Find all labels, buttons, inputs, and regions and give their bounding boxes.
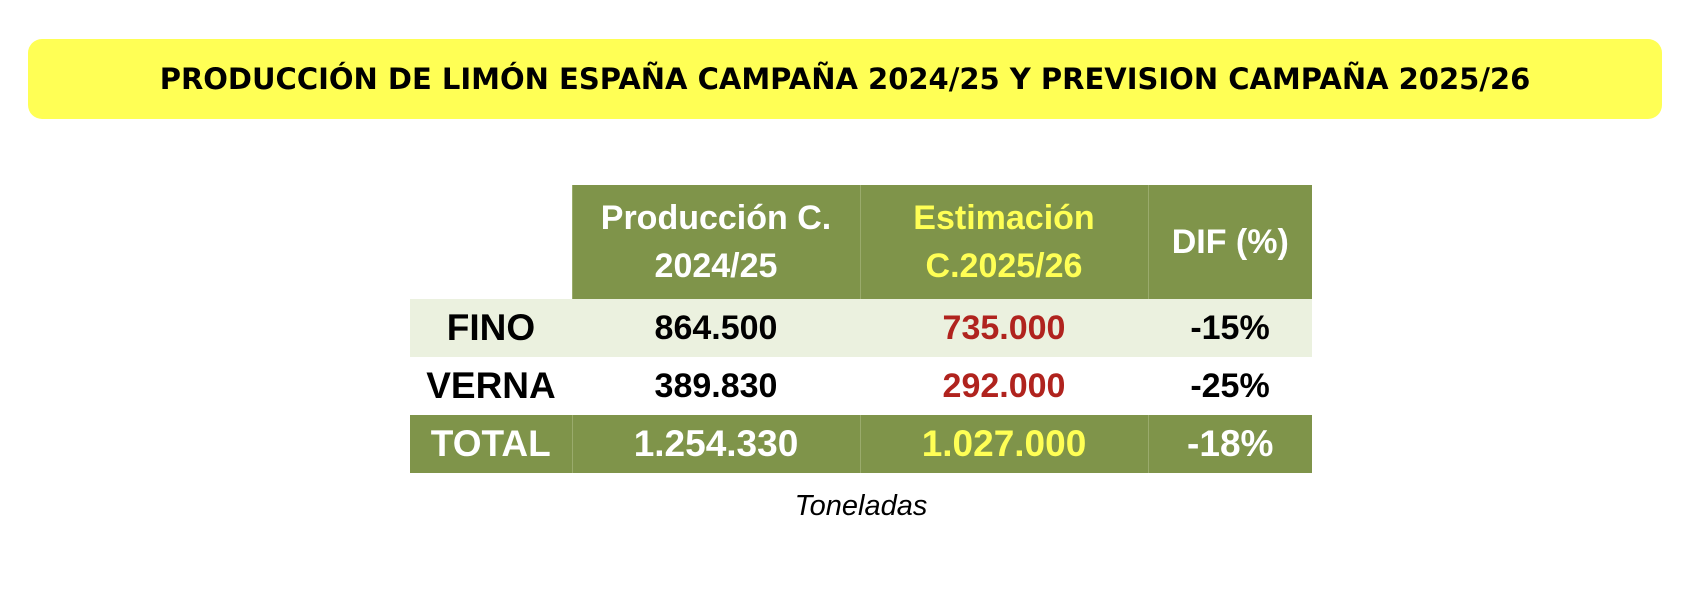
row-label-total: TOTAL	[410, 415, 572, 473]
header-production: Producción C. 2024/25	[571, 185, 860, 299]
page-title: PRODUCCIÓN DE LIMÓN ESPAÑA CAMPAÑA 2024/…	[159, 62, 1531, 96]
dif-value-verna: -25%	[1148, 357, 1312, 415]
table-row-total: TOTAL 1.254.330 1.027.000 -18%	[410, 415, 1312, 473]
header-estimate-line2: C.2025/26	[925, 247, 1083, 285]
table-header-row: Producción C. 2024/25 Estimación C.2025/…	[410, 185, 1312, 299]
table-row-verna: VERNA 389.830 292.000 -25%	[410, 357, 1312, 415]
header-production-line1: Producción C.	[600, 199, 832, 237]
estimate-value-total: 1.027.000	[859, 415, 1148, 473]
production-value-verna: 389.830	[572, 357, 860, 415]
table-row-fino: FINO 864.500 735.000 -15%	[410, 299, 1312, 357]
production-value-total: 1.254.330	[571, 415, 860, 473]
header-production-line2: 2024/25	[654, 247, 778, 285]
production-table: Producción C. 2024/25 Estimación C.2025/…	[410, 185, 1312, 473]
dif-value-fino: -15%	[1148, 299, 1312, 357]
estimate-value-verna: 292.000	[860, 357, 1148, 415]
row-label-fino: FINO	[410, 299, 572, 357]
production-value-fino: 864.500	[572, 299, 860, 357]
header-blank-cell	[410, 185, 572, 299]
header-dif: DIF (%)	[1147, 185, 1312, 299]
units-footnote: Toneladas	[794, 490, 928, 522]
dif-value-total: -18%	[1147, 415, 1312, 473]
estimate-value-fino: 735.000	[860, 299, 1148, 357]
header-estimate: Estimación C.2025/26	[859, 185, 1148, 299]
header-estimate-line1: Estimación	[913, 199, 1095, 237]
title-banner: PRODUCCIÓN DE LIMÓN ESPAÑA CAMPAÑA 2024/…	[28, 39, 1662, 119]
row-label-verna: VERNA	[410, 357, 572, 415]
